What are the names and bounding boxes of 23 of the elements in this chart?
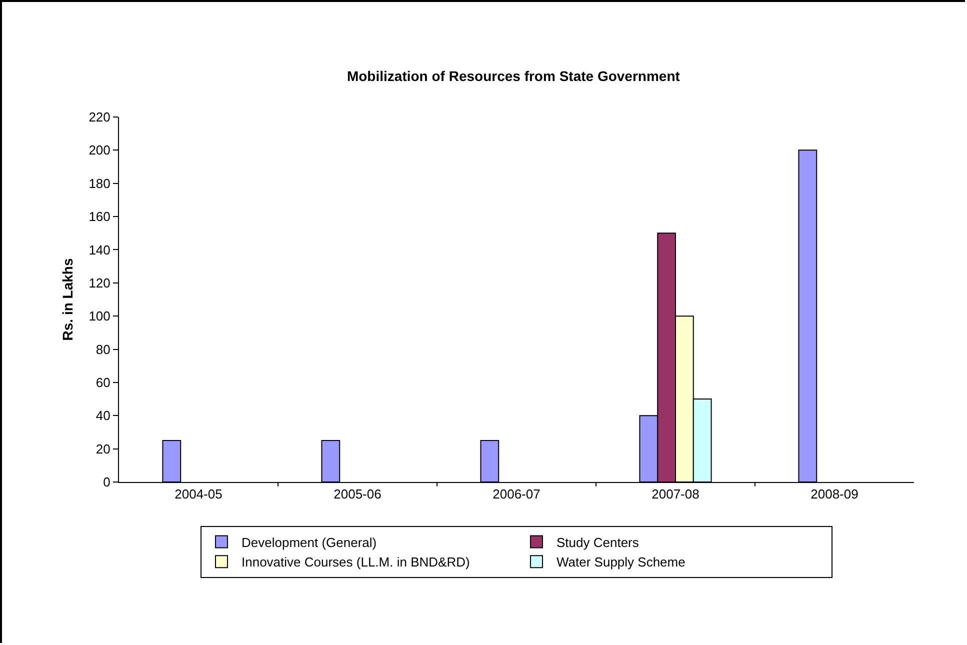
x-tick-label: 2006-07 [492,486,540,502]
y-tick-label: 60 [96,375,110,390]
y-tick-label: 160 [88,209,110,224]
x-tick-label: 2004-05 [174,486,222,502]
y-tick-label: 180 [88,176,110,191]
legend-label: Study Centers [556,534,640,550]
legend-label: Innovative Courses (LL.M. in BND&RD) [242,554,470,570]
x-tick-label: 2008-09 [810,486,858,502]
y-axis-title: Rs. in Lakhs [59,258,76,341]
legend-label: Water Supply Scheme [556,554,686,570]
y-tick-label: 80 [96,342,110,357]
x-tick-label: 2007-08 [652,486,700,502]
chart-title: Mobilization of Resources from State Government [346,68,680,84]
y-tick-label: 140 [88,242,110,258]
x-tick-label: 2005-06 [334,486,382,502]
y-tick-label: 20 [96,441,110,456]
y-tick-label: 100 [88,308,110,324]
y-tick-label: 220 [88,110,110,125]
y-tick-label: 40 [96,408,110,424]
y-tick-label: 200 [88,142,110,158]
y-tick-label: 120 [88,275,110,290]
legend-label: Development (General) [242,534,377,550]
y-tick-label: 0 [103,474,110,490]
